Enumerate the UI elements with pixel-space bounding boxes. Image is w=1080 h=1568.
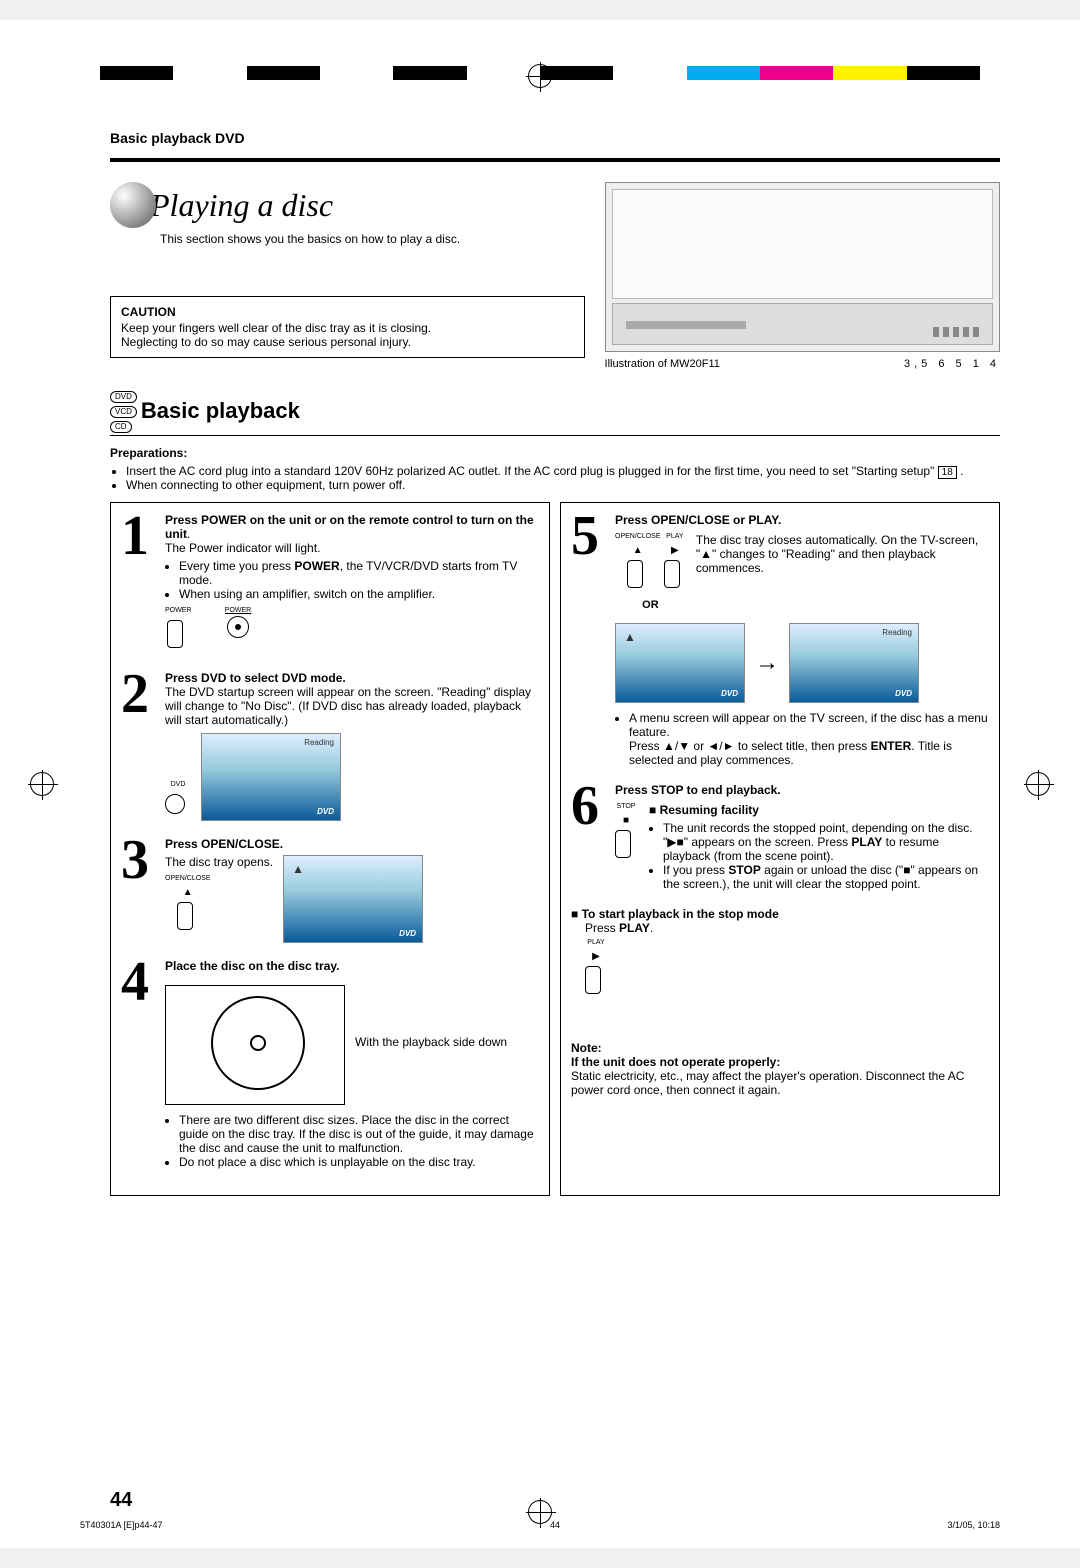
- registration-mark-right: [1026, 772, 1050, 796]
- dvd-screen-after: Reading DVD: [789, 623, 919, 703]
- step-num: 2: [121, 671, 157, 821]
- page-ref-box: 18: [938, 466, 957, 479]
- steps-columns: 1 Press POWER on the unit or on the remo…: [110, 502, 1000, 1196]
- illustration-caption-row: Illustration of MW20F11 3,5 6 5 1 4: [605, 358, 1000, 370]
- arrow-right-icon: →: [755, 649, 779, 677]
- step-5: 5 Press OPEN/CLOSE or PLAY. OPEN/CLOSE ▲: [571, 513, 989, 767]
- footer-timestamp: 3/1/05, 10:18: [947, 1520, 1000, 1530]
- header-rule: [110, 158, 1000, 162]
- open-close-button-icon: OPEN/CLOSE ▲: [165, 875, 211, 937]
- left-column: 1 Press POWER on the unit or on the remo…: [110, 502, 550, 1196]
- disc-tray-illustration: [165, 985, 345, 1105]
- power-indicator-icon: POWER: [225, 607, 251, 641]
- caution-box: CAUTION Keep your fingers well clear of …: [110, 296, 585, 358]
- registration-mark-left: [30, 772, 54, 796]
- resuming-heading: Resuming facility: [649, 803, 989, 817]
- manual-page: Basic playback DVD Playing a disc This s…: [0, 20, 1080, 1548]
- caution-text-1: Keep your fingers well clear of the disc…: [121, 321, 574, 335]
- badge-cd: CD: [110, 421, 132, 433]
- note-section: Note: If the unit does not operate prope…: [571, 1041, 989, 1097]
- footer-filename: 5T40301A [E]p44-47: [80, 1520, 163, 1530]
- dvd-screen-eject: ▲ DVD: [283, 855, 423, 943]
- badge-vcd: VCD: [110, 406, 137, 418]
- resume-bullet-2: If you press STOP again or unload the di…: [663, 863, 989, 891]
- step-num: 3: [121, 837, 157, 943]
- prep-heading: Preparations:: [110, 446, 187, 460]
- illustration-caption: Illustration of MW20F11: [605, 358, 720, 370]
- play-icon: PLAY ▶: [664, 533, 686, 595]
- step-num: 4: [121, 959, 157, 1169]
- start-playback-section: To start playback in the stop mode Press…: [571, 907, 989, 1001]
- prep-item-2: When connecting to other equipment, turn…: [126, 478, 1000, 492]
- footer-page: 44: [550, 1520, 560, 1530]
- step1-bullet-2: When using an amplifier, switch on the a…: [179, 587, 539, 601]
- right-column: 5 Press OPEN/CLOSE or PLAY. OPEN/CLOSE ▲: [560, 502, 1000, 1196]
- open-close-icon: OPEN/CLOSE ▲: [615, 533, 661, 595]
- step-2: 2 Press DVD to select DVD mode. The DVD …: [121, 671, 539, 821]
- step-1: 1 Press POWER on the unit or on the remo…: [121, 513, 539, 655]
- section-rule: [110, 435, 1000, 436]
- hero-title: Playing a disc: [150, 187, 333, 224]
- step-num: 6: [571, 783, 607, 891]
- content-frame: Basic playback DVD Playing a disc This s…: [110, 130, 1000, 1548]
- section-header: DVD VCD CD Basic playback: [110, 388, 1000, 433]
- hero-title-row: Playing a disc: [110, 182, 585, 228]
- step1-bullet-1: Every time you press POWER, the TV/VCR/D…: [179, 559, 539, 587]
- step-num: 1: [121, 513, 157, 655]
- hero-intro: This section shows you the basics on how…: [160, 232, 585, 246]
- step4-bullet-2: Do not place a disc which is unplayable …: [179, 1155, 539, 1169]
- preparations: Preparations: Insert the AC cord plug in…: [110, 446, 1000, 492]
- step5-bullet-1: A menu screen will appear on the TV scre…: [629, 711, 989, 767]
- power-button-icon: POWER: [165, 607, 191, 655]
- play-button-icon: PLAY ▶: [585, 939, 607, 1001]
- dvd-button-icon: DVD: [165, 781, 191, 821]
- caution-text-2: Neglecting to do so may cause serious pe…: [121, 335, 574, 349]
- intro-row: Playing a disc This section shows you th…: [110, 182, 1000, 370]
- note-subheading: If the unit does not operate properly:: [571, 1055, 780, 1069]
- caution-label: CAUTION: [121, 305, 574, 319]
- registration-mark-bottom: [528, 1500, 552, 1524]
- playback-side-label: With the playback side down: [355, 1035, 539, 1049]
- badge-dvd: DVD: [110, 391, 137, 403]
- sphere-icon: [110, 182, 156, 228]
- section-title: Basic playback: [141, 398, 300, 424]
- running-header: Basic playback DVD: [110, 130, 1000, 146]
- prep-item-1: Insert the AC cord plug into a standard …: [126, 464, 1000, 478]
- step-4: 4 Place the disc on the disc tray. With …: [121, 959, 539, 1169]
- resume-bullet-1: The unit records the stopped point, depe…: [663, 821, 989, 863]
- or-label: OR: [615, 599, 686, 611]
- step-3: 3 Press OPEN/CLOSE. The disc tray opens.…: [121, 837, 539, 943]
- step-6: 6 Press STOP to end playback. STOP ■: [571, 783, 989, 891]
- device-illustration: [605, 182, 1000, 352]
- note-heading: Note:: [571, 1041, 602, 1055]
- dvd-screen-before: ▲ DVD: [615, 623, 745, 703]
- stop-button-icon: STOP ■: [615, 803, 637, 865]
- disc-badges: DVD VCD CD: [110, 388, 141, 433]
- illustration-callouts: 3,5 6 5 1 4: [904, 358, 1000, 370]
- registration-mark-top: [528, 64, 552, 88]
- step-num: 5: [571, 513, 607, 767]
- dvd-screen-reading: Reading DVD: [201, 733, 341, 821]
- step4-bullet-1: There are two different disc sizes. Plac…: [179, 1113, 539, 1155]
- note-text: Static electricity, etc., may affect the…: [571, 1069, 989, 1097]
